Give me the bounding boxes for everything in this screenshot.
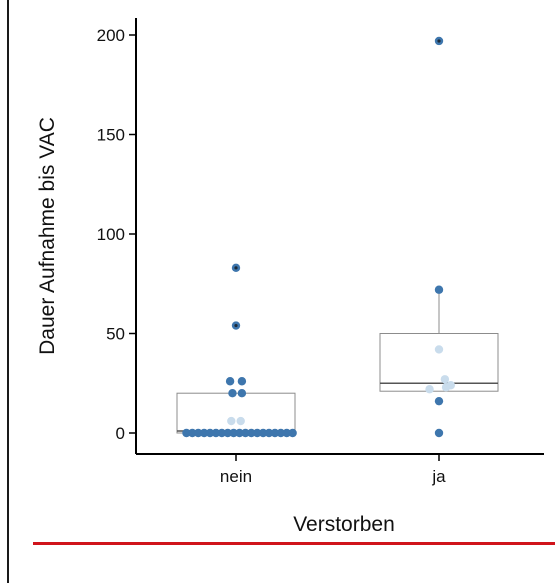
y-tick-label: 100 xyxy=(97,225,125,244)
data-point xyxy=(235,428,244,438)
data-point xyxy=(270,428,280,438)
y-tick-label: 200 xyxy=(97,26,125,45)
data-point xyxy=(188,428,197,438)
data-point xyxy=(247,428,256,438)
y-axis-label: Dauer Aufnahme bis VAC xyxy=(36,117,59,355)
data-point xyxy=(282,428,291,438)
data-point xyxy=(182,428,191,438)
data-point xyxy=(434,428,444,438)
data-point xyxy=(253,428,262,438)
boxes xyxy=(176,289,499,434)
box-rect xyxy=(176,392,296,434)
data-point xyxy=(236,416,245,426)
outlier-marker xyxy=(234,323,238,328)
x-tick-label: nein xyxy=(220,467,252,486)
data-point xyxy=(440,375,450,384)
data-point xyxy=(434,285,444,294)
data-point xyxy=(194,428,203,438)
axes: 0 50 100 150 200 nein ja xyxy=(97,18,544,486)
data-point xyxy=(288,428,297,438)
data-point xyxy=(199,428,209,438)
data-point xyxy=(237,377,247,386)
data-point xyxy=(217,428,227,438)
data-point xyxy=(223,428,232,438)
outlier-marker xyxy=(437,39,441,43)
data-point xyxy=(276,428,286,438)
data-point xyxy=(446,381,455,390)
left-border-line xyxy=(7,0,9,583)
y-tick-label: 150 xyxy=(97,126,125,145)
outlier-marker xyxy=(234,266,238,270)
box-nein xyxy=(176,392,296,434)
data-point xyxy=(237,389,247,398)
data-point xyxy=(211,428,221,438)
red-separator-line xyxy=(33,542,555,545)
data-point xyxy=(225,377,235,386)
data-point xyxy=(425,385,434,394)
data-point xyxy=(228,389,237,398)
data-point xyxy=(227,416,236,426)
box-rect xyxy=(379,333,499,392)
x-tick-label: ja xyxy=(431,467,446,486)
data-point xyxy=(434,345,444,354)
data-point xyxy=(229,428,238,438)
data-point xyxy=(205,428,215,438)
data-points xyxy=(182,36,455,438)
data-point xyxy=(258,428,268,438)
box-ja xyxy=(379,289,499,392)
data-point xyxy=(241,428,250,438)
x-axis-label: Verstorben xyxy=(293,513,395,536)
y-tick-label: 50 xyxy=(106,325,125,344)
data-point xyxy=(434,396,444,406)
y-tick-label: 0 xyxy=(116,424,125,443)
data-point xyxy=(264,428,274,438)
